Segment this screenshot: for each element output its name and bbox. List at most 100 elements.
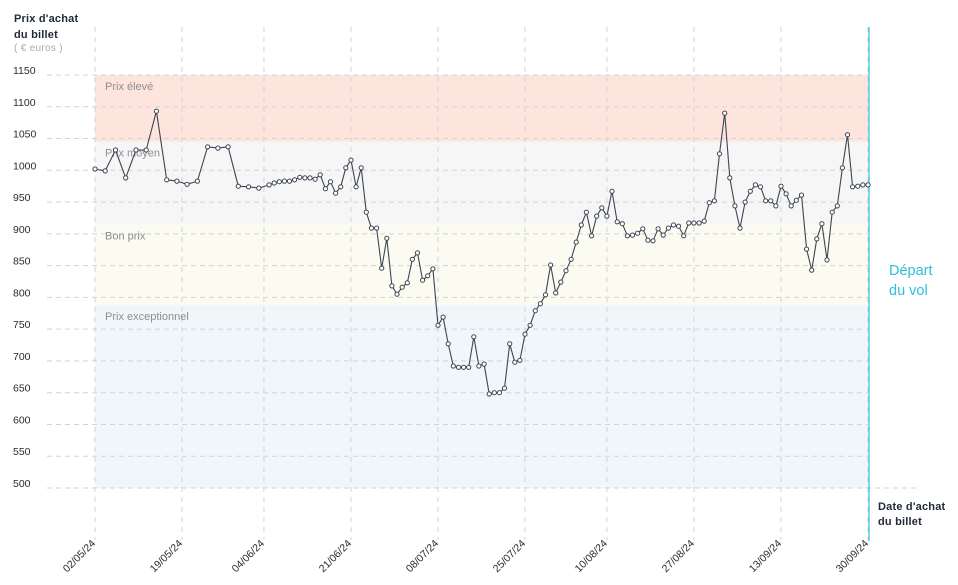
price-band-label: Prix élevé bbox=[105, 81, 153, 93]
price-point bbox=[374, 225, 380, 231]
price-point bbox=[783, 191, 789, 197]
price-point bbox=[286, 178, 293, 184]
price-point bbox=[655, 226, 661, 232]
y-tick-label: 950 bbox=[13, 192, 31, 204]
price-point bbox=[389, 283, 395, 289]
price-point bbox=[507, 341, 513, 347]
price-point bbox=[568, 256, 574, 262]
price-point bbox=[604, 213, 610, 219]
price-point bbox=[563, 268, 569, 274]
price-point bbox=[553, 290, 559, 296]
x-tick-label: 30/09/24 bbox=[834, 538, 871, 575]
price-point bbox=[696, 220, 702, 226]
price-point bbox=[676, 223, 682, 229]
price-point bbox=[435, 322, 441, 328]
price-point bbox=[281, 178, 287, 184]
price-point bbox=[256, 185, 262, 191]
price-point bbox=[194, 178, 200, 184]
price-point bbox=[440, 314, 446, 320]
price-point bbox=[660, 232, 666, 238]
x-tick-label: 13/09/24 bbox=[747, 538, 784, 575]
price-point bbox=[665, 225, 672, 231]
price-point bbox=[399, 284, 405, 290]
price-point bbox=[501, 385, 508, 391]
x-axis-title-line-1: Date d'achat bbox=[878, 501, 946, 513]
y-tick-label: 1000 bbox=[13, 160, 37, 172]
y-tick-label: 850 bbox=[13, 256, 31, 268]
x-tick-label: 25/07/24 bbox=[491, 538, 528, 575]
price-band bbox=[95, 75, 868, 142]
price-point bbox=[174, 178, 180, 184]
price-point bbox=[414, 250, 421, 256]
price-point bbox=[312, 176, 318, 182]
price-point bbox=[491, 390, 497, 396]
price-band bbox=[95, 141, 868, 225]
price-point bbox=[727, 175, 733, 181]
price-point bbox=[322, 186, 328, 192]
price-point bbox=[558, 279, 564, 285]
gridlines bbox=[47, 27, 918, 540]
price-point bbox=[578, 222, 584, 228]
price-point bbox=[123, 175, 129, 181]
price-point bbox=[353, 184, 359, 190]
price-band bbox=[95, 224, 868, 306]
price-point bbox=[297, 174, 303, 180]
y-tick-label: 700 bbox=[13, 351, 31, 363]
price-point bbox=[143, 147, 149, 153]
price-point bbox=[814, 236, 820, 242]
price-point bbox=[629, 232, 636, 238]
price-point bbox=[394, 291, 400, 297]
price-point bbox=[476, 363, 482, 369]
price-point bbox=[844, 132, 851, 138]
price-points bbox=[92, 108, 871, 397]
price-point bbox=[333, 190, 339, 196]
price-point bbox=[153, 108, 159, 114]
price-point bbox=[686, 220, 692, 226]
price-point bbox=[809, 267, 815, 273]
y-tick-label: 1150 bbox=[13, 65, 36, 77]
price-point bbox=[379, 265, 385, 271]
price-point bbox=[292, 177, 298, 183]
x-tick-label: 21/06/24 bbox=[317, 538, 354, 575]
price-point bbox=[594, 213, 600, 219]
price-point bbox=[537, 301, 544, 307]
price-point bbox=[112, 147, 119, 153]
price-point bbox=[773, 203, 779, 209]
price-series bbox=[92, 108, 871, 397]
price-point bbox=[92, 166, 98, 172]
y-tick-label: 900 bbox=[13, 224, 31, 236]
price-point bbox=[225, 144, 231, 150]
price-point bbox=[778, 183, 784, 189]
price-point bbox=[215, 145, 221, 151]
price-point bbox=[481, 361, 487, 367]
price-point bbox=[855, 183, 861, 189]
price-point bbox=[737, 225, 743, 231]
y-tick-label: 800 bbox=[13, 287, 31, 299]
price-point bbox=[722, 110, 728, 116]
price-point bbox=[711, 198, 718, 204]
x-tick-label: 10/08/24 bbox=[573, 538, 610, 575]
price-point bbox=[635, 230, 641, 236]
price-point bbox=[752, 182, 759, 188]
price-point bbox=[425, 273, 431, 279]
price-point bbox=[307, 175, 313, 181]
price-point bbox=[804, 246, 810, 252]
price-point bbox=[522, 331, 528, 337]
price-point bbox=[276, 179, 282, 185]
x-axis-tick-labels: 02/05/24 19/05/24 04/06/24 21/06/24 08/07/24… bbox=[61, 538, 871, 575]
price-point bbox=[732, 203, 738, 209]
price-point bbox=[599, 205, 605, 211]
price-point bbox=[461, 364, 467, 370]
y-tick-label: 650 bbox=[13, 383, 31, 395]
price-point bbox=[450, 363, 456, 369]
y-tick-label: 750 bbox=[13, 319, 31, 331]
x-tick-label: 19/05/24 bbox=[148, 538, 185, 575]
price-point bbox=[471, 334, 477, 340]
y-tick-label: 550 bbox=[13, 446, 31, 458]
price-point bbox=[133, 147, 139, 153]
price-point bbox=[164, 177, 170, 183]
price-point bbox=[102, 168, 108, 174]
price-point bbox=[865, 182, 871, 188]
